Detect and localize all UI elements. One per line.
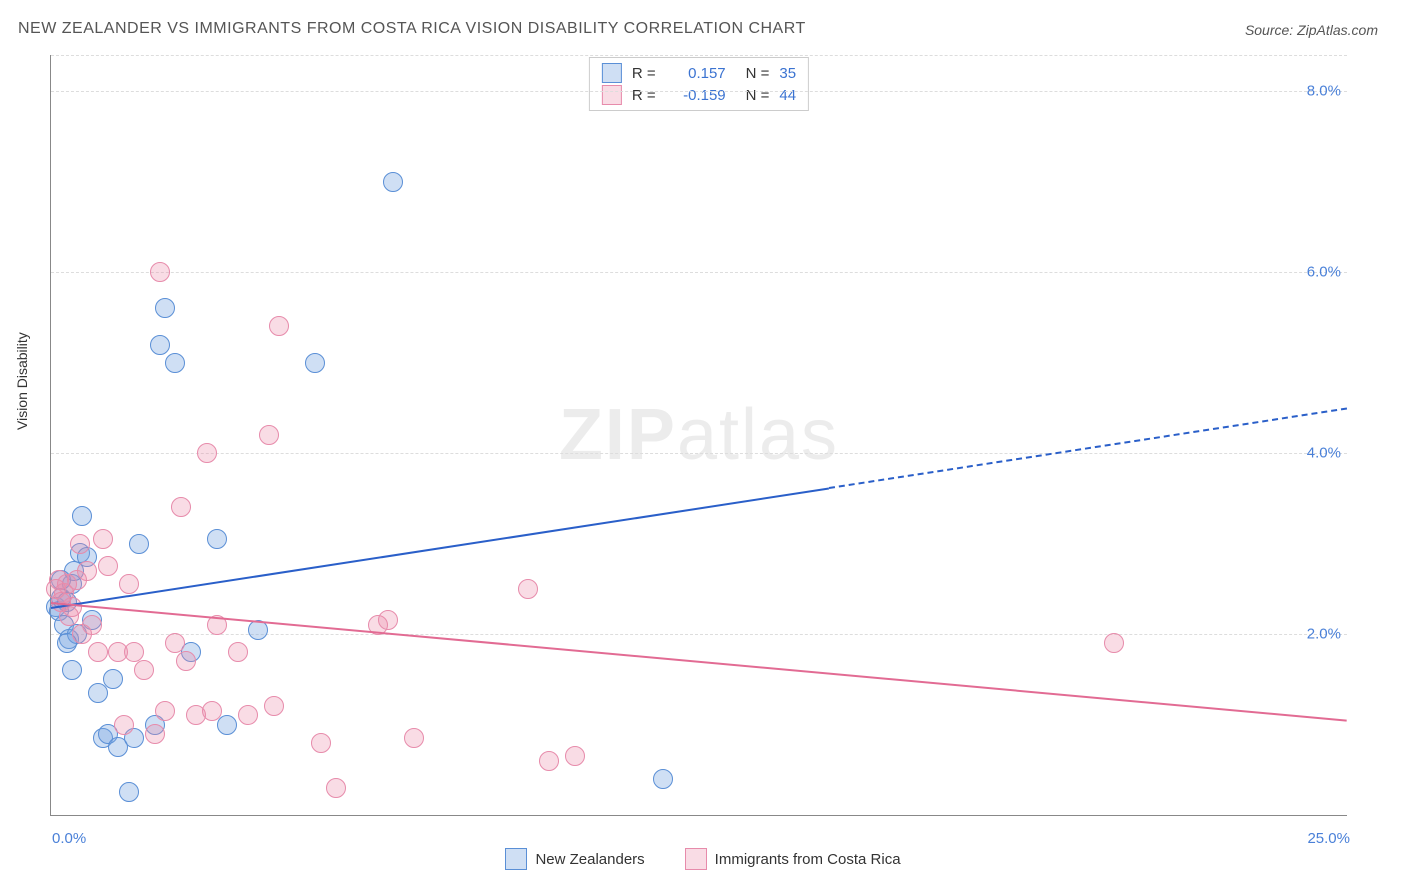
gridline [51,91,1347,92]
stats-box: R = 0.157 N = 35 R = -0.159 N = 44 [589,57,809,111]
data-point [88,683,108,703]
stats-r-label: R = [632,65,656,82]
stats-n-value: 44 [779,87,796,104]
legend-swatch [685,848,707,870]
data-point [165,633,185,653]
y-tick-label: 4.0% [1307,445,1341,462]
trend-line [51,487,829,608]
stats-r-label: R = [632,87,656,104]
source-label: Source: ZipAtlas.com [1245,22,1378,38]
data-point [93,529,113,549]
watermark-atlas: atlas [677,395,839,475]
x-axis-start-label: 0.0% [52,830,86,847]
data-point [264,696,284,716]
data-point [165,353,185,373]
data-point [259,425,279,445]
data-point [269,316,289,336]
stats-r-value: 0.157 [666,65,726,82]
stats-row: R = 0.157 N = 35 [602,62,796,84]
data-point [155,298,175,318]
stats-swatch [602,63,622,83]
stats-swatch [602,85,622,105]
data-point [88,642,108,662]
watermark-zip: ZIP [559,395,677,475]
legend-swatch [505,848,527,870]
data-point [119,574,139,594]
data-point [518,579,538,599]
x-axis-end-label: 25.0% [1307,830,1350,847]
data-point [207,529,227,549]
data-point [145,724,165,744]
trend-line [828,408,1347,490]
stats-r-value: -0.159 [666,87,726,104]
legend-label: New Zealanders [535,851,644,868]
gridline [51,55,1347,56]
data-point [171,497,191,517]
legend-item: New Zealanders [505,848,644,870]
source-name: ZipAtlas.com [1297,22,1378,38]
data-point [72,506,92,526]
data-point [326,778,346,798]
data-point [150,335,170,355]
data-point [238,705,258,725]
data-point [228,642,248,662]
data-point [119,782,139,802]
y-axis-label: Vision Disability [14,332,30,430]
data-point [311,733,331,753]
gridline [51,453,1347,454]
data-point [62,660,82,680]
stats-n-value: 35 [779,65,796,82]
data-point [565,746,585,766]
source-prefix: Source: [1245,22,1297,38]
legend-label: Immigrants from Costa Rica [715,851,901,868]
data-point [305,353,325,373]
data-point [70,534,90,554]
stats-n-label: N = [746,87,770,104]
data-point [653,769,673,789]
data-point [217,715,237,735]
data-point [82,615,102,635]
data-point [176,651,196,671]
data-point [134,660,154,680]
data-point [383,172,403,192]
data-point [155,701,175,721]
stats-n-label: N = [746,65,770,82]
gridline [51,272,1347,273]
legend: New Zealanders Immigrants from Costa Rica [0,848,1406,870]
data-point [124,642,144,662]
trend-line [51,602,1347,722]
y-tick-label: 8.0% [1307,83,1341,100]
plot-area: ZIPatlas R = 0.157 N = 35 R = -0.159 N = 44 2.0… [50,55,1347,816]
y-tick-label: 6.0% [1307,264,1341,281]
watermark: ZIPatlas [559,394,839,476]
data-point [103,669,123,689]
data-point [202,701,222,721]
data-point [150,262,170,282]
stats-row: R = -0.159 N = 44 [602,84,796,106]
data-point [1104,633,1124,653]
y-tick-label: 2.0% [1307,626,1341,643]
data-point [539,751,559,771]
legend-item: Immigrants from Costa Rica [685,848,901,870]
data-point [129,534,149,554]
data-point [378,610,398,630]
data-point [197,443,217,463]
data-point [114,715,134,735]
chart-title: NEW ZEALANDER VS IMMIGRANTS FROM COSTA R… [18,20,806,38]
data-point [98,556,118,576]
gridline [51,634,1347,635]
data-point [77,561,97,581]
data-point [404,728,424,748]
